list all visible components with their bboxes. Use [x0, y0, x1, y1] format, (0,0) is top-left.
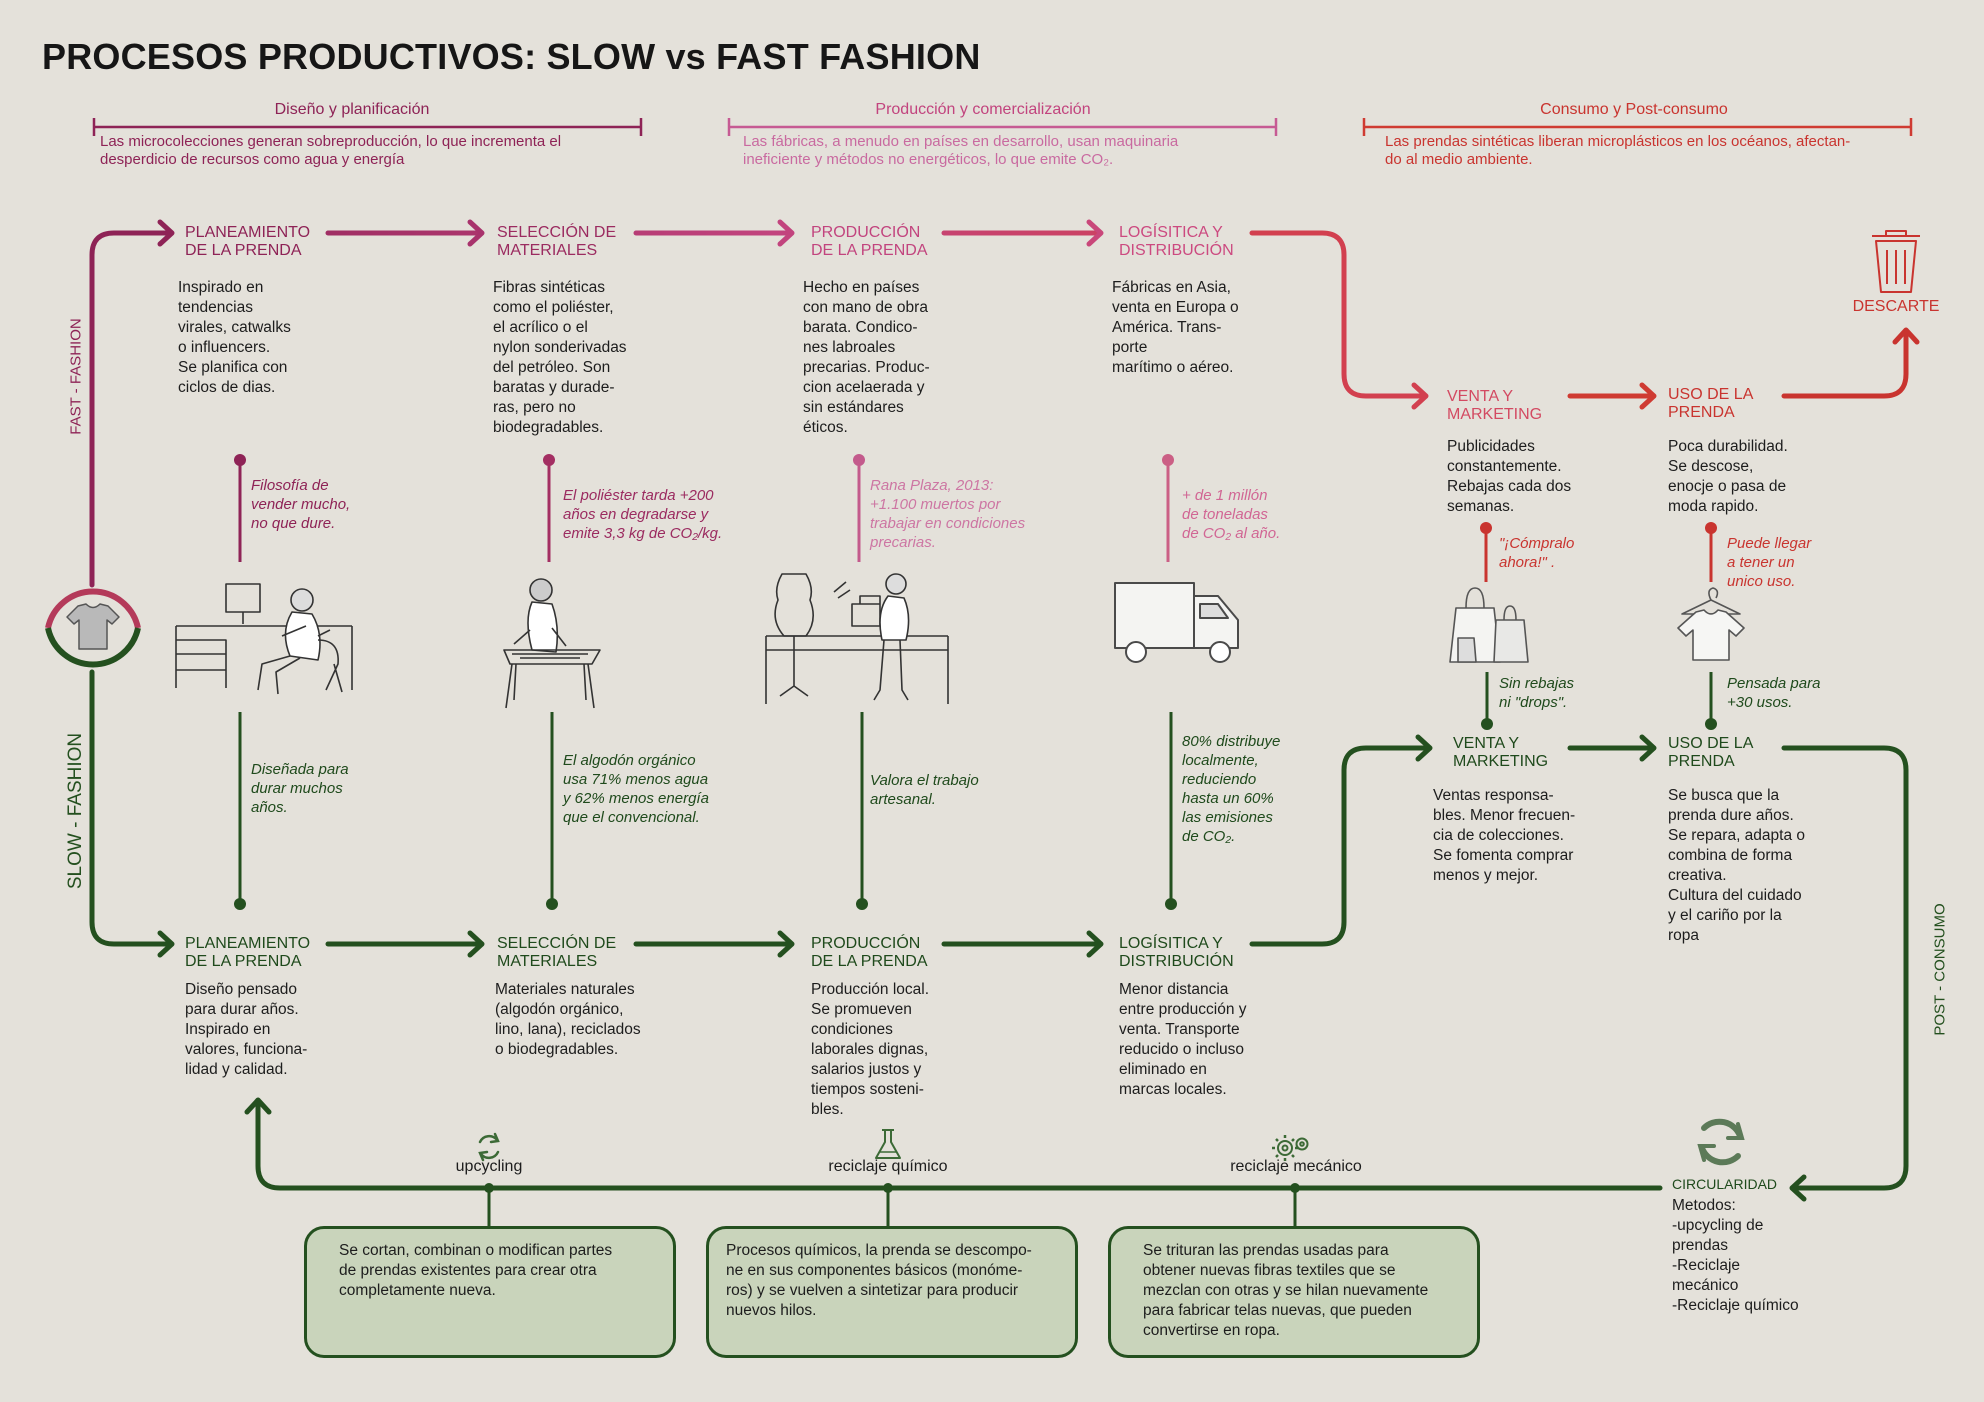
section-bracket-consumption	[1362, 118, 1913, 136]
fast-step-title: PLANEAMIENTO DE LA PRENDA	[185, 224, 311, 259]
circularity-nodes	[484, 1183, 1300, 1193]
fast-step-text: Poca durabilidad. Se descose, enocje o p…	[1668, 438, 1788, 515]
section-text-design: Las microcolecciones generan sobreproduc…	[100, 133, 562, 168]
slow-step-text: Ventas responsa- bles. Menor frecuen- ci…	[1433, 787, 1576, 884]
slow-step-note: Sin rebajas ni "drops".	[1499, 675, 1575, 711]
fast-step-note: Rana Plaza, 2013: +1.100 muertos por tra…	[870, 477, 1026, 551]
slow-flow-line	[89, 669, 1909, 1228]
method-text: Se cortan, combinan o modifican partes d…	[339, 1242, 613, 1299]
method-box-mechanical: Se trituran las prendas usadas para obte…	[1108, 1226, 1480, 1358]
fast-step-note: "¡Cómpralo ahora!" .	[1499, 535, 1575, 571]
discard-label: DESCARTE	[1852, 298, 1940, 315]
method-label-mechanical: reciclaje mecánico	[1230, 1158, 1362, 1175]
shopping-bags-icon	[1449, 587, 1529, 663]
slow-fashion-label: SLOW - FASHION	[65, 732, 86, 890]
fast-step-note: Filosofía de vender mucho, no que dure.	[251, 477, 351, 532]
slow-step-text: Materiales naturales (algodón orgánico, …	[495, 981, 641, 1058]
slow-step-text: Menor distancia entre producción y venta…	[1119, 981, 1247, 1098]
fast-step-title: VENTA Y MARKETING	[1447, 388, 1543, 423]
section-text-consumption: Las prendas sintéticas liberan microplás…	[1385, 133, 1851, 168]
sewing-workshop-icon	[765, 573, 949, 704]
slow-step-title: PRODUCCIÓN DE LA PRENDA	[811, 935, 928, 970]
fast-step-text: Publicidades constantemente. Rebajas cad…	[1447, 438, 1572, 515]
slow-step-text: Se busca que la prenda dure años. Se rep…	[1668, 787, 1806, 944]
slow-step-note: Pensada para +30 usos.	[1727, 675, 1821, 711]
slow-step-title: LOGÍSITICA Y DISTRIBUCIÓN	[1119, 935, 1234, 970]
fast-step-text: Hecho en países con mano de obra barata.…	[803, 279, 930, 436]
fast-step-title: USO DE LA PRENDA	[1668, 386, 1754, 421]
slow-step-note: Valora el trabajo artesanal.	[870, 772, 979, 808]
section-heading-production: Producción y comercialización	[875, 101, 1091, 118]
slow-step-text: Producción local. Se promueven condicion…	[811, 981, 930, 1118]
slow-step-note: El algodón orgánico usa 71% menos agua y…	[563, 752, 709, 826]
fast-step-text: Fibras sintéticas como el poliéster, el …	[493, 279, 627, 436]
recycle-icon	[478, 1132, 500, 1162]
fast-step-title: LOGÍSITICA Y DISTRIBUCIÓN	[1119, 224, 1234, 259]
section-heading-consumption: Consumo y Post-consumo	[1540, 101, 1728, 118]
truck-icon	[1114, 582, 1239, 663]
method-text: Procesos químicos, la prenda se descompo…	[726, 1242, 1032, 1319]
gears-icon	[1272, 1135, 1309, 1161]
circularity-title: CIRCULARIDAD	[1672, 1176, 1778, 1192]
circularity-icon	[1697, 1118, 1745, 1166]
method-box-chemical: Procesos químicos, la prenda se descompo…	[706, 1226, 1078, 1358]
hanger-shirt-icon	[1677, 587, 1745, 661]
method-text: Se trituran las prendas usadas para obte…	[1143, 1242, 1429, 1339]
method-box-upcycling: Se cortan, combinan o modifican partes d…	[304, 1226, 676, 1358]
shirt-node-icon	[45, 588, 141, 668]
method-label-upcycling: upcycling	[455, 1158, 523, 1175]
designer-desk-icon	[175, 583, 353, 695]
fast-step-note: + de 1 millón de toneladas de CO₂ al año…	[1182, 487, 1281, 542]
fast-step-note: El poliéster tarda +200 años en degradar…	[563, 487, 723, 542]
section-bracket-production	[727, 118, 1278, 136]
slow-step-note: 80% distribuye localmente, reduciendo ha…	[1182, 733, 1281, 845]
fast-step-note: Puede llegar a tener un unico uso.	[1727, 535, 1812, 590]
post-consumo-label: POST - CONSUMO	[1931, 903, 1949, 1036]
trash-icon	[1872, 230, 1920, 293]
fast-flow-line	[89, 219, 1920, 588]
slow-step-title: VENTA Y MARKETING	[1453, 735, 1549, 770]
slow-step-title: SELECCIÓN DE MATERIALES	[497, 935, 617, 970]
slow-step-text: Diseño pensado para durar años. Inspirad…	[185, 981, 308, 1078]
section-bracket-design	[92, 118, 643, 136]
slow-step-title: PLANEAMIENTO DE LA PRENDA	[185, 935, 311, 970]
cutting-table-icon	[503, 578, 601, 709]
section-heading-design: Diseño y planificación	[274, 101, 430, 118]
flask-icon	[875, 1129, 901, 1159]
method-label-chemical: reciclaje químico	[828, 1158, 948, 1175]
slow-note-connectors	[234, 672, 1717, 910]
fast-note-connectors	[234, 454, 1717, 582]
slow-step-title: USO DE LA PRENDA	[1668, 735, 1754, 770]
fast-step-title: PRODUCCIÓN DE LA PRENDA	[811, 224, 928, 259]
fast-step-text: Fábricas en Asia, venta en Europa o Amér…	[1112, 279, 1239, 376]
page-title: PROCESOS PRODUCTIVOS: SLOW vs FAST FASHI…	[42, 36, 981, 77]
fast-fashion-label: FAST - FASHION	[67, 318, 85, 435]
slow-step-note: Diseñada para durar muchos años.	[251, 761, 349, 816]
section-text-production: Las fábricas, a menudo en países en desa…	[743, 133, 1179, 168]
circularity-text: Metodos: -upcycling de prendas -Reciclaj…	[1672, 1197, 1799, 1314]
fast-step-text: Inspirado en tendencias virales, catwalk…	[178, 279, 291, 396]
fast-step-title: SELECCIÓN DE MATERIALES	[497, 224, 617, 259]
